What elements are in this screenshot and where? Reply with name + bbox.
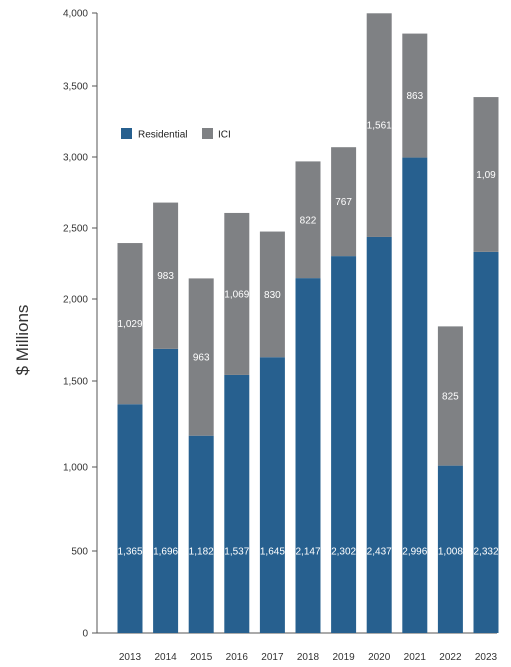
bars xyxy=(117,13,499,634)
data-label-ici: 822 xyxy=(300,215,317,226)
bar-ici xyxy=(331,147,357,257)
legend-swatch-residential xyxy=(121,128,132,139)
bar-ici xyxy=(224,212,250,375)
data-label-residential: 2,332 xyxy=(473,547,498,558)
bar-residential xyxy=(402,157,428,633)
x-axis-tick-labels: 2013 2014 2015 2016 2017 2018 2019 2020 2021 2022… xyxy=(119,652,498,663)
y-tick-label: 0 xyxy=(82,629,88,640)
bar-ici xyxy=(437,326,463,466)
x-tick-label: 2018 xyxy=(297,652,320,662)
data-label-residential: 1,008 xyxy=(438,547,463,558)
x-tick-label: 2016 xyxy=(226,652,249,662)
bar-residential xyxy=(473,251,499,633)
data-label-ici: 963 xyxy=(193,353,210,364)
y-tick-label: 2,500 xyxy=(63,224,88,235)
x-tick-label: 2022 xyxy=(439,652,462,662)
data-label-residential: 2,302 xyxy=(331,547,356,558)
bar-residential xyxy=(188,435,214,633)
data-label-ici: 1,069 xyxy=(224,289,249,300)
data-label-ici: 1,029 xyxy=(117,319,142,330)
bar-ici xyxy=(295,161,321,279)
x-tick-label: 2020 xyxy=(368,652,391,662)
bar-ici xyxy=(366,13,392,237)
bar-residential xyxy=(437,465,463,633)
data-label-ici: 767 xyxy=(335,197,352,208)
bar-residential xyxy=(259,357,285,633)
legend-label-residential: Residential xyxy=(138,130,187,141)
x-tick-label: 2017 xyxy=(261,652,284,662)
y-tick-label: 3,500 xyxy=(63,82,88,93)
bar-residential xyxy=(366,236,392,634)
y-tick-label: 1,000 xyxy=(63,463,88,474)
data-label-ici: 863 xyxy=(406,91,423,102)
data-label-residential: 1,365 xyxy=(117,547,142,558)
data-label-residential: 2,996 xyxy=(402,547,427,558)
data-label-residential: 1,645 xyxy=(260,547,285,558)
data-label-residential: 1,182 xyxy=(189,547,214,558)
y-axis-label: $ Millions xyxy=(13,305,32,376)
y-tick-label: 3,000 xyxy=(63,153,88,164)
data-label-residential: 1,537 xyxy=(224,547,249,558)
bar-residential xyxy=(331,256,357,633)
bar-ici xyxy=(188,278,214,436)
data-label-ici: 825 xyxy=(442,392,459,403)
x-tick-label: 2021 xyxy=(404,652,427,662)
legend-label-ici: ICI xyxy=(218,130,231,141)
y-tick-label: 500 xyxy=(71,547,88,558)
bar-ici xyxy=(259,231,285,358)
y-tick-label: 1,500 xyxy=(63,377,88,388)
y-axis-ticks: 0 500 1,000 1,500 2,000 2,500 3,000 3,500 4,000 xyxy=(63,9,97,640)
data-label-ici: 1,561 xyxy=(367,121,392,132)
y-tick-label: 2,000 xyxy=(63,295,88,306)
data-labels: 1,365 1,029 1,696 983 1,182 963 1,537 1,069 1,64… xyxy=(117,91,498,557)
x-tick-label: 2014 xyxy=(154,652,177,662)
data-label-ici: 983 xyxy=(157,271,174,282)
bar-ici xyxy=(117,243,143,405)
bar-ici xyxy=(402,33,428,158)
bar-ici xyxy=(153,202,179,349)
x-tick-label: 2023 xyxy=(475,652,498,662)
legend-swatch-ici xyxy=(202,128,213,139)
data-label-residential: 1,696 xyxy=(153,547,178,558)
bar-residential xyxy=(224,374,250,633)
x-tick-label: 2015 xyxy=(190,652,213,662)
bar-residential xyxy=(117,404,143,633)
bar-residential xyxy=(295,278,321,633)
bar-ici xyxy=(473,97,499,252)
bar-residential xyxy=(153,348,179,633)
data-label-residential: 2,437 xyxy=(367,547,392,558)
x-tick-label: 2019 xyxy=(332,652,355,662)
y-tick-label: 4,000 xyxy=(63,9,88,20)
data-label-ici: 830 xyxy=(264,290,281,301)
x-tick-label: 2013 xyxy=(119,652,142,662)
data-label-residential: 2,147 xyxy=(295,547,320,558)
data-label-ici: 1,09 xyxy=(476,170,496,181)
legend: Residential ICI xyxy=(121,128,231,141)
